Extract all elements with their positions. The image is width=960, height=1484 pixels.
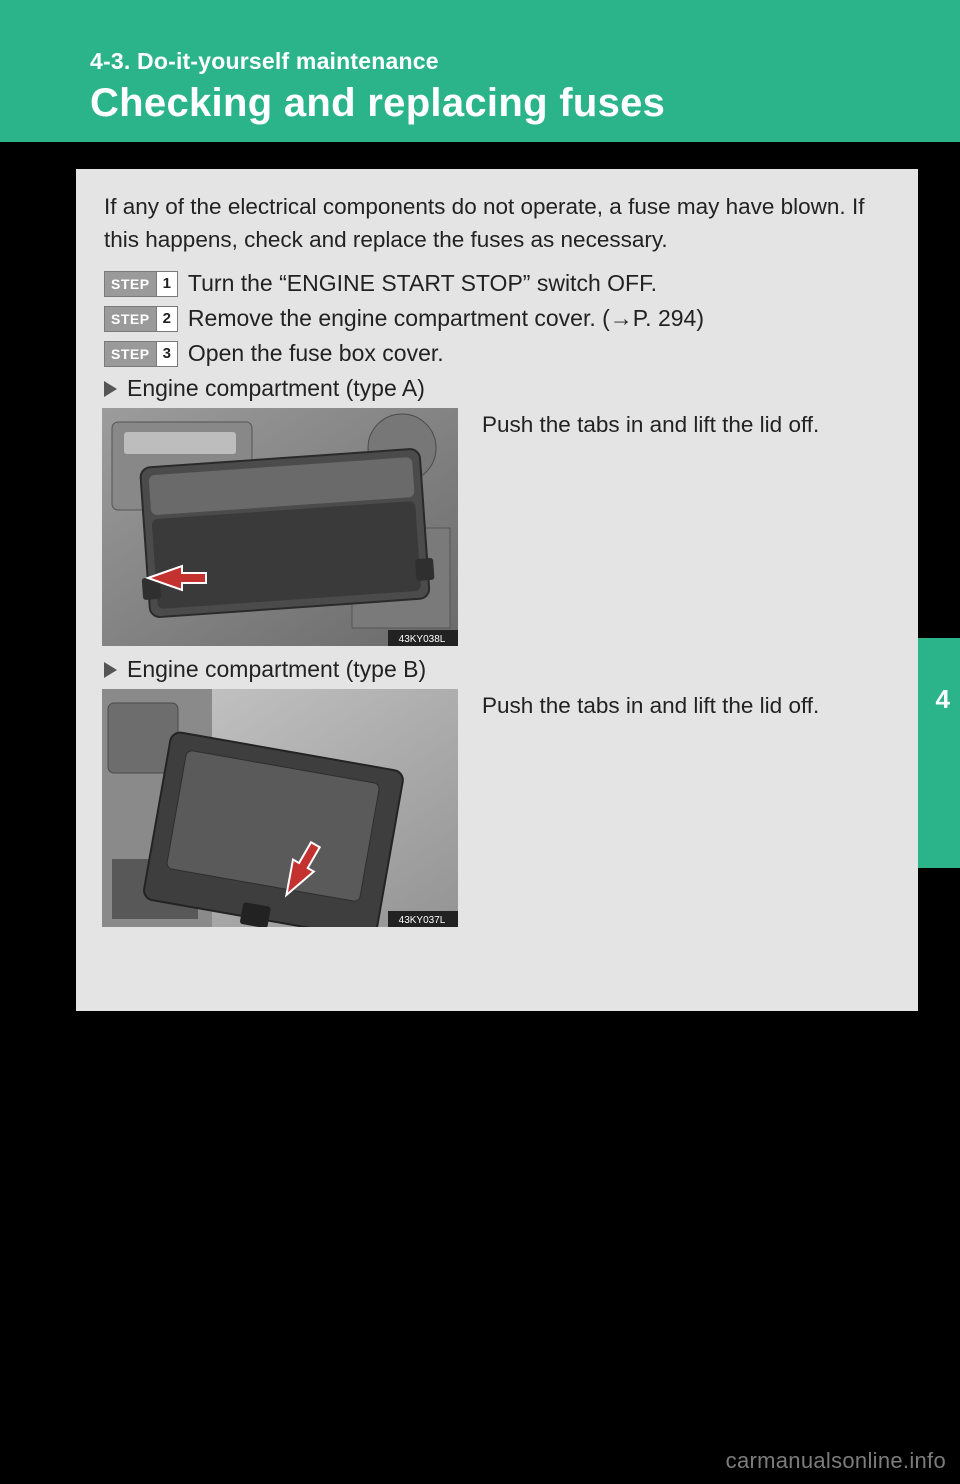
figure-caption: Push the tabs in and lift the lid off.: [482, 689, 882, 724]
subsection-label: Engine compartment (type A): [127, 375, 425, 402]
step-badge-word: STEP: [105, 342, 156, 366]
subsection-row: Engine compartment (type B): [104, 656, 890, 683]
manual-page: 4-3. Do-it-yourself maintenance Checking…: [0, 0, 960, 1484]
step-badge-word: STEP: [105, 307, 156, 331]
step-badge: STEP 2: [104, 306, 178, 332]
fuse-box-type-a-svg: 43KY038L: [102, 408, 458, 646]
fuse-box-type-b-svg: 43KY037L: [102, 689, 458, 927]
step-badge-num: 1: [156, 272, 177, 296]
step-row: STEP 1 Turn the “ENGINE START STOP” swit…: [104, 270, 890, 297]
step-text: Turn the “ENGINE START STOP” switch OFF.: [188, 270, 657, 297]
fig-watermark: 43KY037L: [399, 915, 446, 926]
intro-text: If any of the electrical components do n…: [104, 191, 890, 256]
step-row: STEP 2 Remove the engine compartment cov…: [104, 305, 890, 332]
page-header: 4-3. Do-it-yourself maintenance Checking…: [0, 0, 960, 142]
figure-caption: Push the tabs in and lift the lid off.: [482, 408, 882, 443]
step-badge-word: STEP: [105, 272, 156, 296]
figure-row: 43KY038L Push the tabs in and lift the l…: [104, 408, 890, 646]
figure-illustration: 43KY037L: [102, 689, 458, 927]
step-row: STEP 3 Open the fuse box cover.: [104, 340, 890, 367]
triangle-bullet-icon: [104, 662, 117, 678]
chapter-side-tab: 4: [918, 638, 960, 868]
figure-illustration: 43KY038L: [102, 408, 458, 646]
section-label: 4-3. Do-it-yourself maintenance: [90, 48, 960, 75]
subsection-label: Engine compartment (type B): [127, 656, 426, 683]
step-badge-num: 2: [156, 307, 177, 331]
step-badge: STEP 3: [104, 341, 178, 367]
subsection-row: Engine compartment (type A): [104, 375, 890, 402]
page-title: Checking and replacing fuses: [90, 81, 960, 126]
site-watermark: carmanualsonline.info: [726, 1448, 946, 1474]
step-text: Open the fuse box cover.: [188, 340, 444, 367]
triangle-bullet-icon: [104, 381, 117, 397]
step-text: Remove the engine compartment cover. (→P…: [188, 305, 704, 332]
step-badge: STEP 1: [104, 271, 178, 297]
figure-row: 43KY037L Push the tabs in and lift the l…: [104, 689, 890, 927]
step-badge-num: 3: [156, 342, 177, 366]
content-box: If any of the electrical components do n…: [76, 169, 918, 1011]
chapter-tab-number: 4: [936, 684, 950, 715]
fig-watermark: 43KY038L: [399, 634, 446, 645]
